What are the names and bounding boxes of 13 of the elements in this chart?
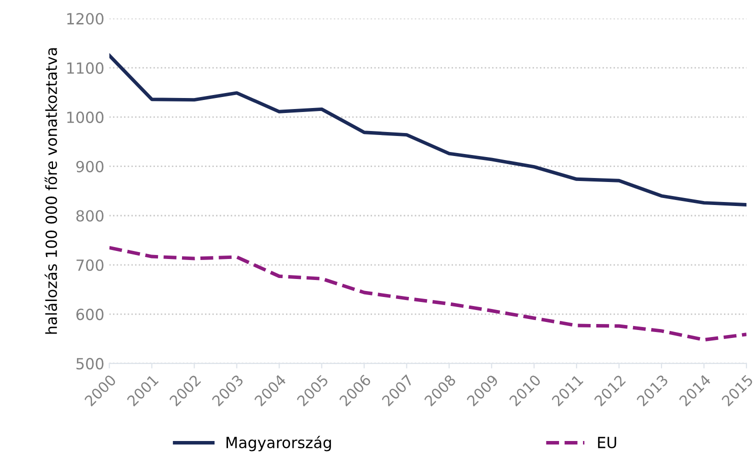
y-tick-label: 600 xyxy=(76,308,104,320)
y-tick-label: 900 xyxy=(76,160,104,172)
legend-label: Magyarország xyxy=(226,436,331,452)
legend-label: EU xyxy=(598,436,616,448)
y-tick-label: 800 xyxy=(76,210,104,222)
y-tick-label: 1200 xyxy=(67,12,104,25)
y-tick-label: 500 xyxy=(76,358,104,370)
line-series xyxy=(109,54,746,207)
y-tick-label: 1100 xyxy=(67,62,104,74)
y-tick-label: 700 xyxy=(76,259,104,271)
y-axis-title: halálozás 100 000 főre vonatkoztatva xyxy=(44,48,58,334)
y-tick-label: 1000 xyxy=(67,112,104,124)
line-series xyxy=(109,246,746,342)
